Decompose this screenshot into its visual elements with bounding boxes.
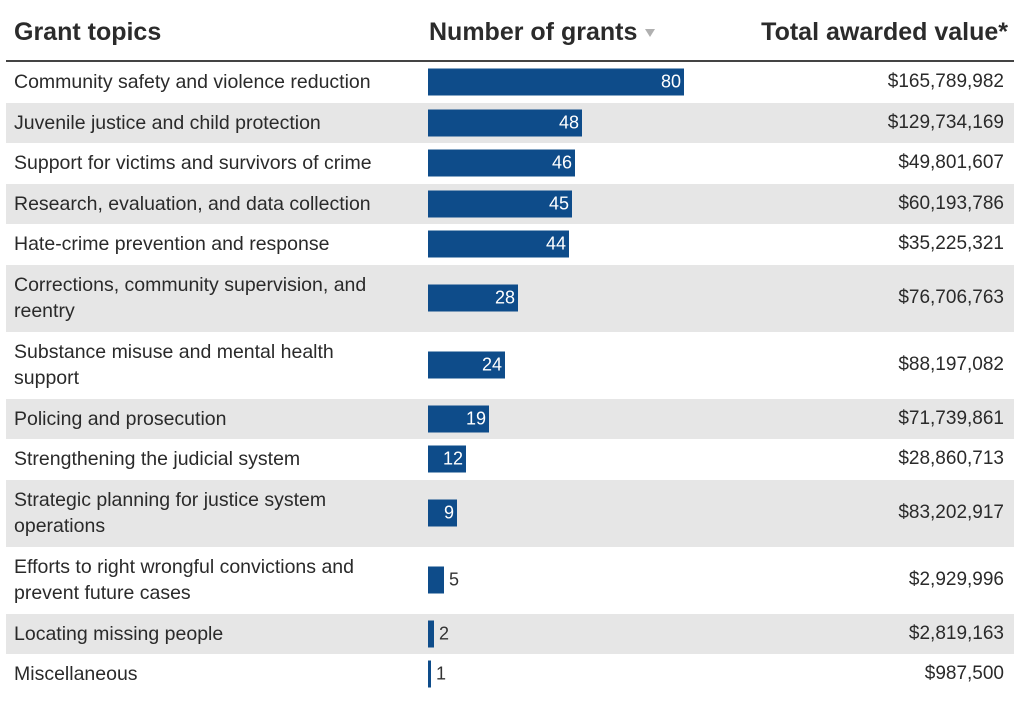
row-topic: Locating missing people — [14, 622, 224, 645]
bar — [428, 68, 684, 96]
row-value: $987,500 — [924, 663, 1004, 685]
row-topic: Strengthening the judicial system — [14, 448, 301, 471]
row-topic: Miscellaneous — [14, 663, 138, 686]
table-row: Support for victims and survivors of cri… — [6, 143, 1014, 184]
table-row: Substance misuse and mental health suppo… — [6, 332, 1014, 399]
bar-cell: 80 — [428, 68, 848, 96]
table-header: Grant topics Number of grants Total awar… — [6, 0, 1014, 62]
table-row: Juvenile justice and child protection 48 $… — [6, 102, 1014, 143]
bar-cell: 48 — [428, 109, 848, 137]
row-topic: Community safety and violence reduction — [14, 71, 371, 94]
bar — [428, 445, 466, 473]
bar-cell: 24 — [428, 351, 848, 379]
bar — [428, 660, 431, 688]
bar-label: 12 — [442, 448, 463, 469]
row-value: $165,789,982 — [887, 71, 1004, 93]
row-value: $129,734,169 — [887, 111, 1004, 133]
row-topic: Corrections, community supervision, and … — [14, 274, 367, 322]
bar-cell: 46 — [428, 149, 848, 177]
bar — [428, 405, 489, 433]
table-row: Locating missing people 2 $2,819,163 — [6, 613, 1014, 654]
bar-cell: 12 — [428, 445, 848, 473]
bar-label: 46 — [551, 152, 572, 173]
row-value: $60,193,786 — [898, 192, 1004, 214]
bar — [428, 620, 434, 648]
sort-descending-icon[interactable] — [645, 29, 656, 38]
grants-table: Grant topics Number of grants Total awar… — [6, 0, 1014, 695]
bar-label: 5 — [449, 569, 460, 590]
table-row: Corrections, community supervision, and … — [6, 264, 1014, 332]
bar-cell: 1 — [428, 660, 848, 688]
table-row: Strengthening the judicial system 12 $28,8… — [6, 439, 1014, 480]
table-row: Community safety and violence reduction 8… — [6, 62, 1014, 103]
bar-cell: 44 — [428, 230, 848, 258]
row-value: $71,739,861 — [898, 407, 1004, 429]
bar — [428, 149, 575, 177]
bar-label: 48 — [558, 112, 579, 133]
row-value: $2,819,163 — [908, 622, 1004, 644]
bar-cell: 28 — [428, 284, 848, 312]
row-value: $76,706,763 — [898, 287, 1004, 308]
row-topic: Research, evaluation, and data collectio… — [14, 192, 371, 215]
table-row: Hate-crime prevention and response 44 $35,… — [6, 224, 1014, 265]
row-value: $28,860,713 — [898, 448, 1004, 470]
bar-label: 19 — [465, 408, 486, 429]
row-value: $35,225,321 — [898, 233, 1004, 255]
bar-cell: 5 — [428, 566, 848, 594]
bar-label: 80 — [660, 71, 681, 92]
bar-label: 24 — [481, 354, 502, 375]
bar — [428, 351, 505, 379]
bar-cell: 19 — [428, 405, 848, 433]
row-topic: Policing and prosecution — [14, 407, 227, 430]
bar — [428, 230, 569, 258]
row-value: $49,801,607 — [898, 152, 1004, 174]
bar-label: 44 — [545, 233, 566, 254]
row-value: $83,202,917 — [898, 502, 1004, 523]
row-topic: Strategic planning for justice system op… — [14, 489, 327, 537]
table-body: Community safety and violence reduction 8… — [6, 62, 1014, 695]
column-header-count-label: Number of grants — [429, 18, 638, 46]
column-header-topics[interactable]: Grant topics — [14, 18, 162, 46]
bar — [428, 284, 518, 312]
row-topic: Hate-crime prevention and response — [14, 233, 330, 256]
bar-label: 9 — [443, 502, 454, 523]
row-value: $88,197,082 — [898, 354, 1004, 375]
bar-label: 28 — [494, 287, 515, 308]
bar-label: 45 — [548, 193, 569, 214]
table-row: Efforts to right wrongful convictions an… — [6, 547, 1014, 614]
row-topic: Support for victims and survivors of cri… — [14, 152, 372, 175]
bar-cell: 45 — [428, 190, 848, 218]
column-header-count[interactable]: Number of grants — [429, 18, 656, 47]
table-row: Strategic planning for justice system op… — [6, 479, 1014, 547]
row-topic: Substance misuse and mental health suppo… — [14, 341, 334, 389]
column-header-value[interactable]: Total awarded value* — [761, 18, 1008, 46]
bar-label: 2 — [439, 623, 450, 644]
bar-cell: 9 — [428, 499, 848, 527]
bar-label: 1 — [436, 663, 447, 684]
table-row: Miscellaneous 1 $987,500 — [6, 654, 1014, 695]
bar — [428, 499, 457, 527]
table-row: Research, evaluation, and data collectio… — [6, 183, 1014, 224]
row-topic: Efforts to right wrongful convictions an… — [14, 556, 354, 604]
bar — [428, 109, 582, 137]
bar-cell: 2 — [428, 620, 848, 648]
bar — [428, 190, 572, 218]
bar — [428, 566, 444, 594]
row-topic: Juvenile justice and child protection — [14, 111, 321, 134]
table-row: Policing and prosecution 19 $71,739,861 — [6, 398, 1014, 439]
row-value: $2,929,996 — [908, 569, 1004, 590]
